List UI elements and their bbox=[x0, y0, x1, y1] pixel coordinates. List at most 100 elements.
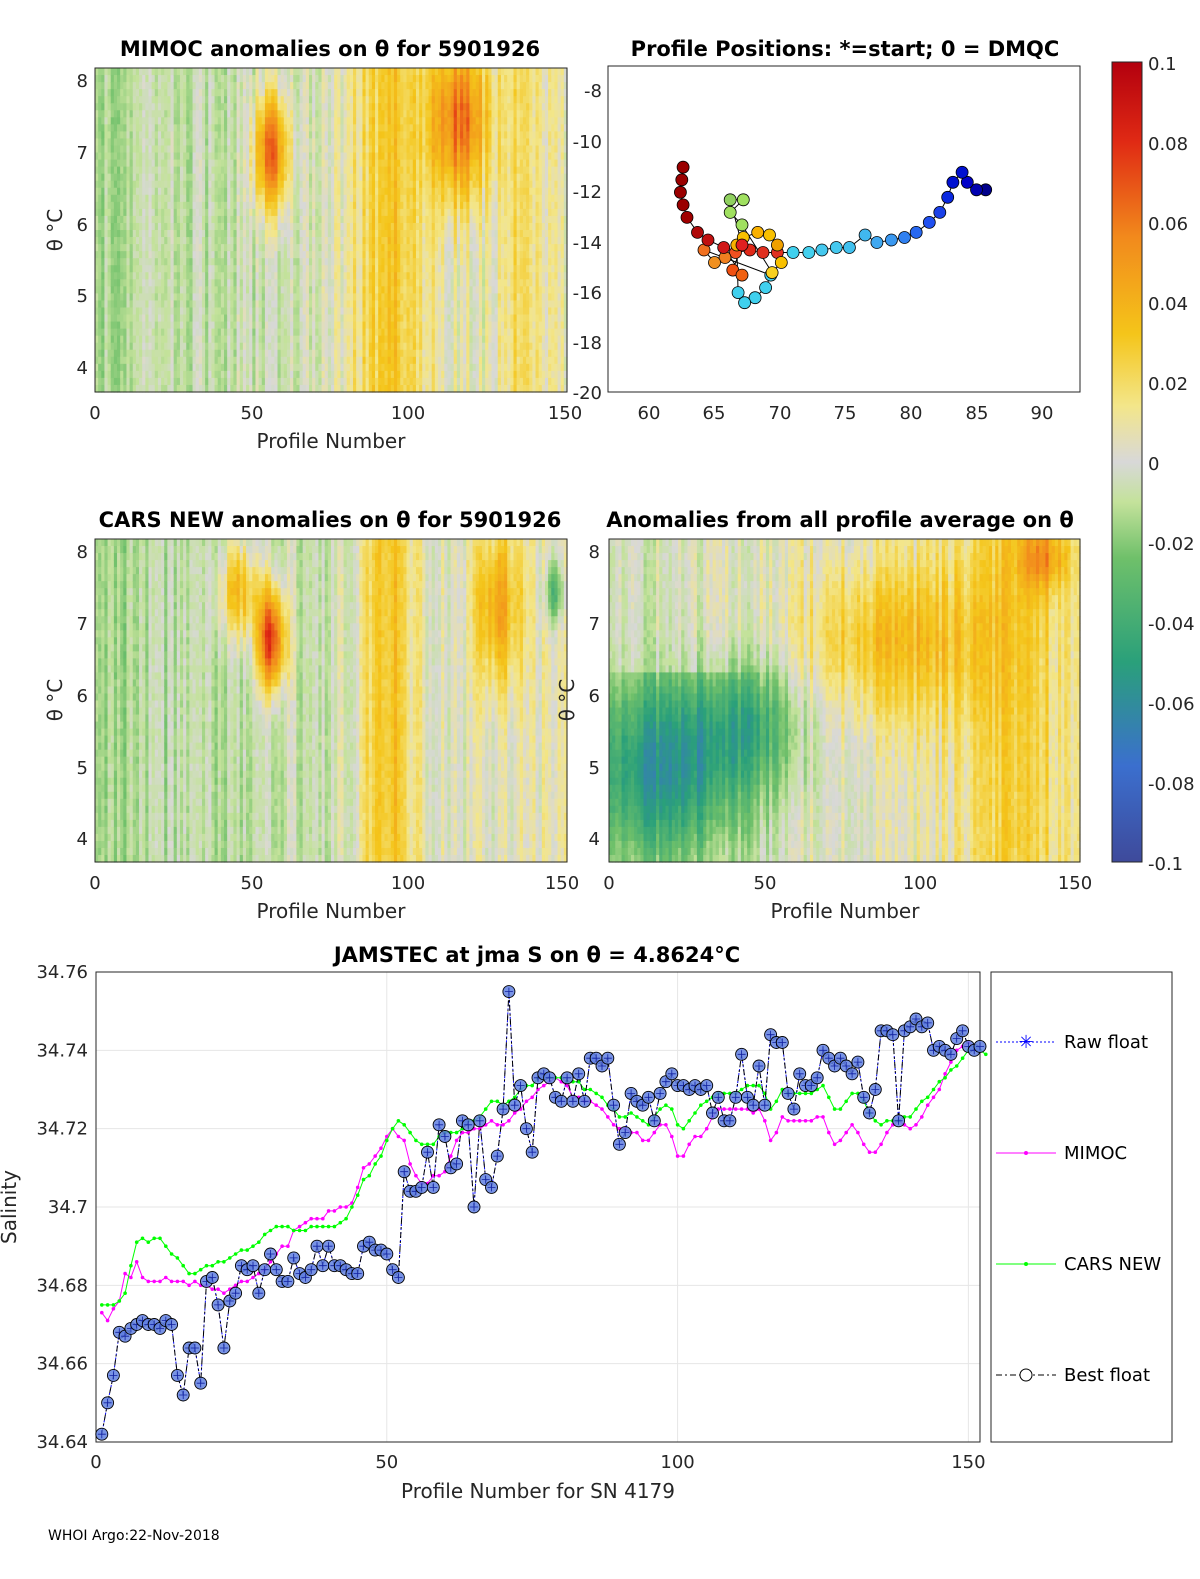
heatmap-cell bbox=[353, 349, 357, 358]
heatmap-cell bbox=[312, 384, 316, 393]
heatmap-cell bbox=[381, 244, 386, 252]
heatmap-cell bbox=[104, 384, 109, 393]
heatmap-cell bbox=[305, 265, 310, 273]
heatmap-cell bbox=[239, 377, 244, 386]
heatmap-cell bbox=[249, 131, 253, 140]
heatmap-cell bbox=[384, 300, 389, 309]
heatmap-cell bbox=[145, 180, 150, 189]
heatmap-cell bbox=[264, 286, 269, 294]
heatmap-cell bbox=[101, 342, 106, 351]
heatmap-cell bbox=[312, 166, 316, 175]
heatmap-cell bbox=[167, 335, 172, 344]
heatmap-cell bbox=[315, 89, 320, 97]
heatmap-cell bbox=[255, 215, 260, 224]
heatmap-cell bbox=[258, 222, 263, 231]
heatmap-cell bbox=[384, 370, 389, 379]
heatmap-cell bbox=[201, 384, 206, 393]
heatmap-cell bbox=[157, 75, 162, 83]
heatmap-cell bbox=[189, 131, 194, 140]
heatmap-cell bbox=[98, 251, 102, 259]
heatmap-cell bbox=[321, 370, 326, 379]
heatmap-cell bbox=[151, 82, 156, 90]
heatmap-cell bbox=[343, 342, 348, 351]
heatmap-cell bbox=[290, 215, 294, 224]
heatmap-cell bbox=[353, 124, 357, 132]
heatmap-cell bbox=[334, 251, 338, 259]
heatmap-cell bbox=[179, 145, 184, 154]
heatmap-cell bbox=[195, 342, 200, 351]
heatmap-cell bbox=[183, 222, 187, 231]
heatmap-cell bbox=[214, 75, 219, 83]
heatmap-cell bbox=[239, 89, 244, 97]
heatmap-cell bbox=[324, 356, 329, 365]
heatmap-cell bbox=[258, 230, 263, 238]
heatmap-cell bbox=[198, 138, 203, 147]
heatmap-cell bbox=[113, 131, 118, 140]
heatmap-cell bbox=[252, 349, 257, 358]
heatmap-cell bbox=[365, 314, 370, 323]
heatmap-cell bbox=[195, 82, 200, 90]
heatmap-cell bbox=[384, 293, 389, 302]
heatmap-cell bbox=[145, 363, 150, 372]
heatmap-cell bbox=[183, 349, 187, 358]
heatmap-cell bbox=[183, 335, 187, 344]
heatmap-cell bbox=[148, 349, 153, 358]
heatmap-cell bbox=[381, 89, 386, 97]
heatmap-cell bbox=[346, 328, 351, 337]
heatmap-cell bbox=[258, 215, 263, 224]
heatmap-cell bbox=[104, 75, 109, 83]
heatmap-cell bbox=[98, 75, 102, 83]
heatmap-cell bbox=[230, 244, 235, 252]
heatmap-cell bbox=[233, 335, 238, 344]
heatmap-cell bbox=[359, 187, 364, 196]
heatmap-cell bbox=[258, 265, 263, 273]
heatmap-cell bbox=[192, 166, 197, 175]
heatmap-cell bbox=[154, 251, 159, 259]
heatmap-cell bbox=[252, 237, 257, 245]
heatmap-cell bbox=[286, 314, 291, 323]
heatmap-cell bbox=[224, 244, 228, 252]
heatmap-cell bbox=[233, 321, 238, 330]
heatmap-cell bbox=[198, 96, 203, 104]
heatmap-cell bbox=[268, 124, 272, 132]
heatmap-cell bbox=[132, 145, 137, 154]
heatmap-cell bbox=[164, 89, 168, 97]
heatmap-cell bbox=[107, 384, 112, 393]
heatmap-cell bbox=[117, 110, 121, 118]
heatmap-cell bbox=[299, 237, 304, 245]
heatmap-cell bbox=[293, 335, 297, 344]
heatmap-cell bbox=[246, 363, 250, 372]
heatmap-cell bbox=[334, 159, 338, 168]
heatmap-cell bbox=[252, 187, 257, 196]
heatmap-cell bbox=[302, 131, 307, 140]
heatmap-cell bbox=[129, 131, 134, 140]
heatmap-cell bbox=[154, 244, 159, 252]
heatmap-cell bbox=[261, 145, 266, 154]
heatmap-cell bbox=[252, 82, 257, 90]
heatmap-cell bbox=[258, 272, 263, 280]
heatmap-cell bbox=[371, 272, 376, 280]
heatmap-cell bbox=[346, 272, 351, 280]
heatmap-cell bbox=[283, 384, 288, 393]
heatmap-cell bbox=[368, 307, 373, 316]
heatmap-cell bbox=[110, 82, 115, 90]
heatmap-cell bbox=[340, 258, 345, 266]
heatmap-cell bbox=[368, 251, 373, 259]
heatmap-cell bbox=[268, 377, 272, 386]
heatmap-cell bbox=[280, 342, 285, 351]
heatmap-cell bbox=[107, 75, 112, 83]
heatmap-cell bbox=[356, 138, 360, 147]
heatmap-cell bbox=[157, 131, 162, 140]
heatmap-cell bbox=[214, 328, 219, 337]
heatmap-cell bbox=[261, 159, 266, 168]
heatmap-cell bbox=[362, 279, 367, 287]
heatmap-cell bbox=[189, 96, 194, 104]
heatmap-cell bbox=[315, 145, 320, 154]
heatmap-cell bbox=[205, 321, 209, 330]
heatmap-cell bbox=[371, 251, 376, 259]
heatmap-cell bbox=[113, 215, 118, 224]
heatmap-cell bbox=[286, 244, 291, 252]
heatmap-cell bbox=[293, 68, 297, 76]
heatmap-cell bbox=[95, 335, 99, 344]
heatmap-cell bbox=[113, 258, 118, 266]
